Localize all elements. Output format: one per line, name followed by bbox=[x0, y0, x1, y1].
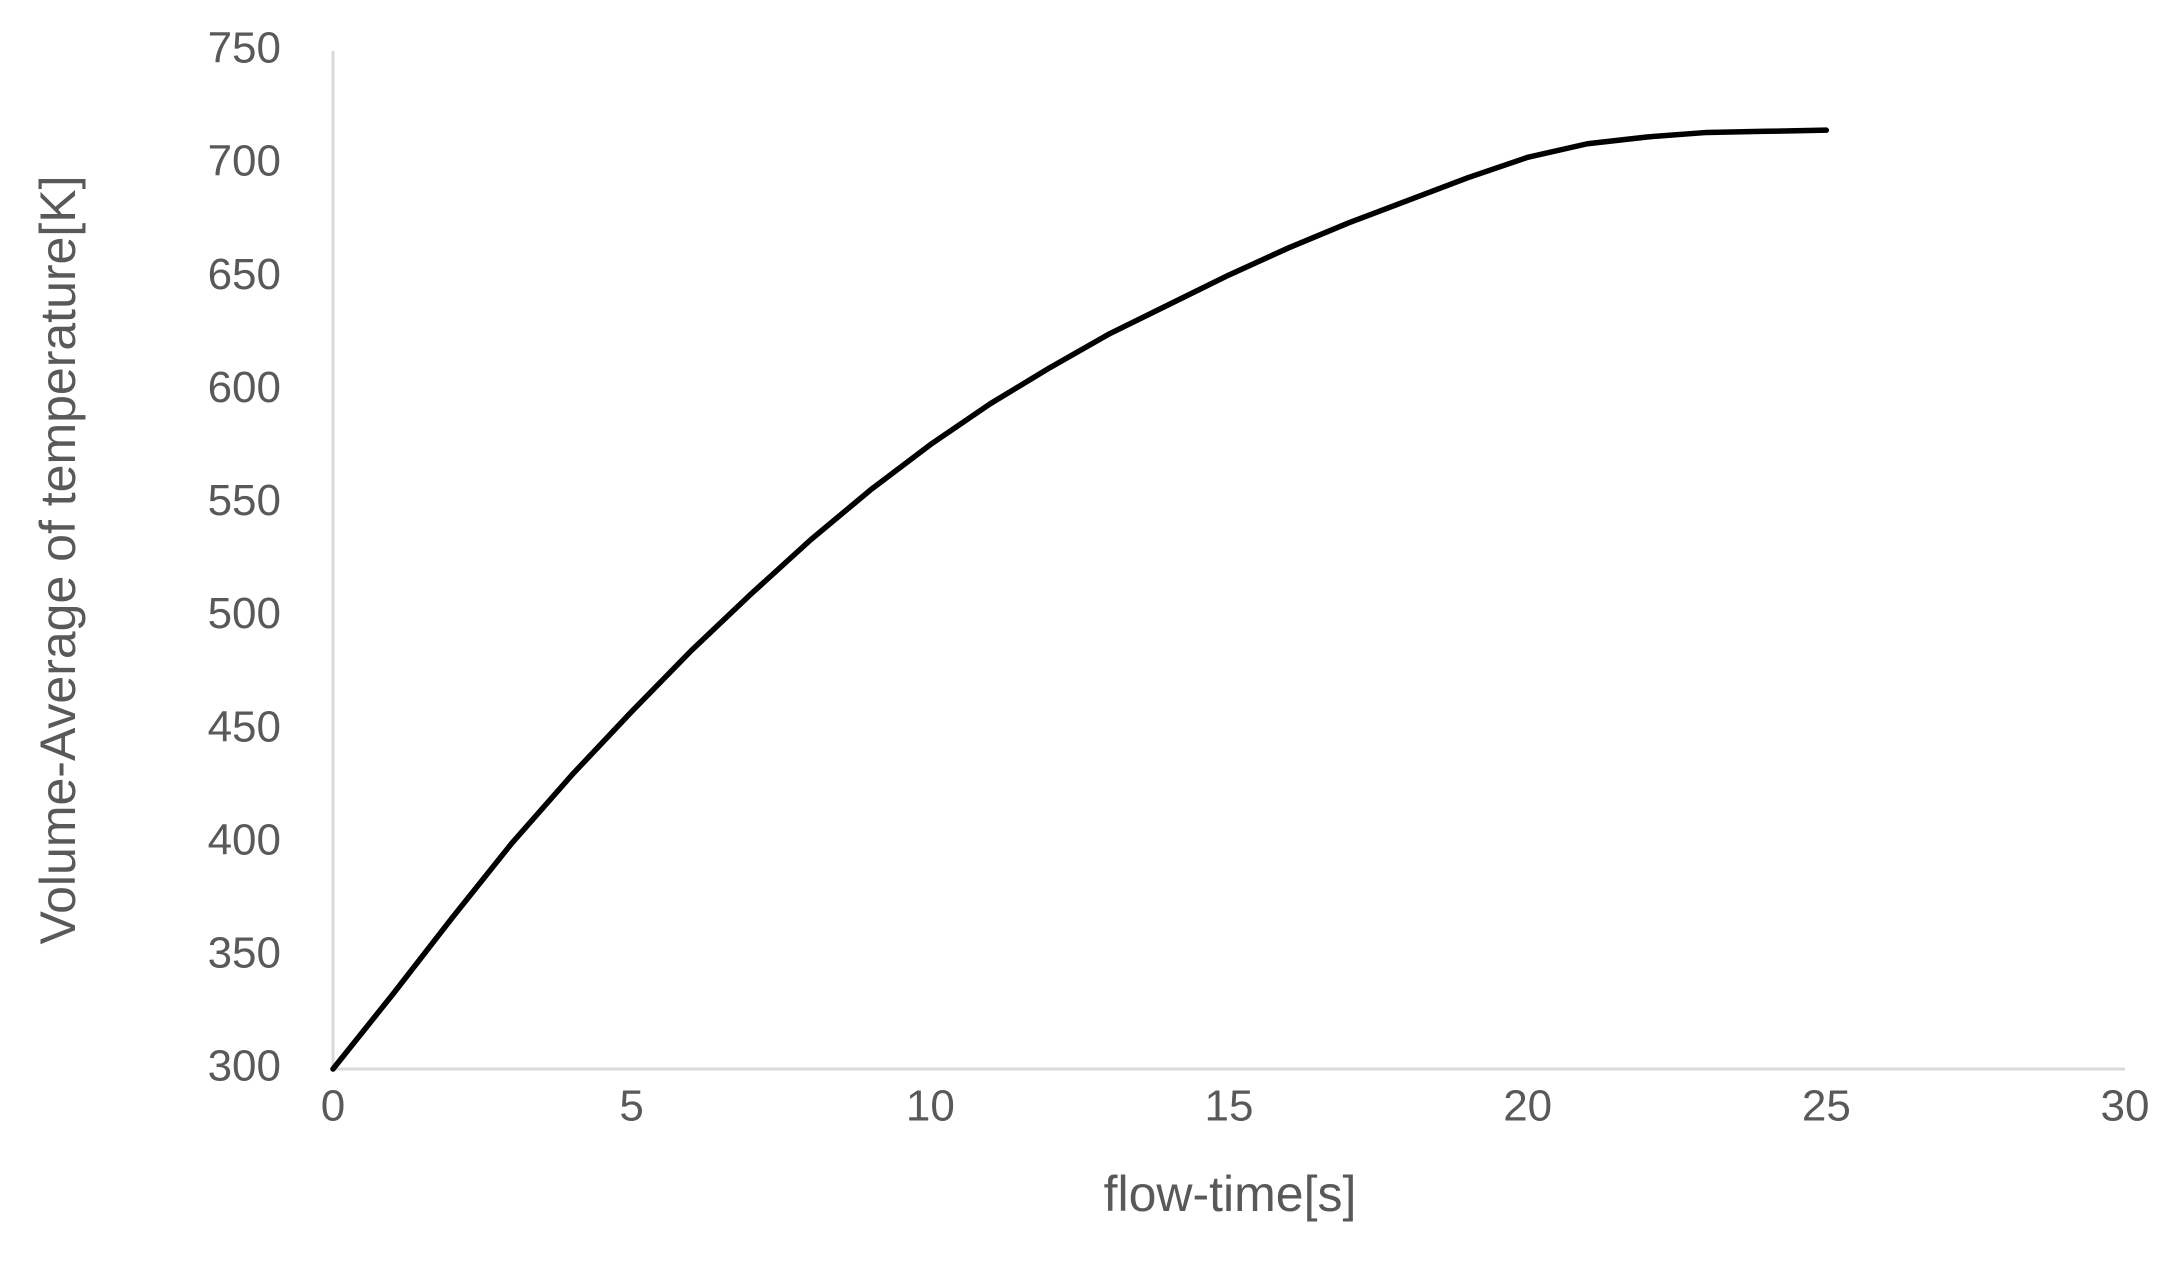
y-tick-label: 700 bbox=[208, 137, 281, 186]
y-tick-label: 350 bbox=[208, 929, 281, 978]
y-tick-label: 750 bbox=[208, 24, 281, 73]
x-tick-label: 10 bbox=[906, 1082, 955, 1131]
data-line bbox=[330, 127, 1830, 1072]
y-axis-title: Volume-Average of temperature[K] bbox=[30, 176, 86, 945]
x-tick-label: 5 bbox=[619, 1082, 643, 1131]
y-tick-label: 450 bbox=[208, 702, 281, 751]
x-tick-label: 15 bbox=[1205, 1082, 1254, 1131]
x-tick-label: 25 bbox=[1802, 1082, 1851, 1131]
y-tick-label: 300 bbox=[208, 1042, 281, 1091]
x-tick-label: 0 bbox=[321, 1082, 345, 1131]
y-tick-label: 550 bbox=[208, 476, 281, 525]
x-tick-label: 20 bbox=[1503, 1082, 1552, 1131]
x-axis-title: flow-time[s] bbox=[1104, 1166, 1357, 1222]
x-tick-label: 30 bbox=[2101, 1082, 2150, 1131]
y-tick-label: 650 bbox=[208, 250, 281, 299]
y-tick-label: 600 bbox=[208, 363, 281, 412]
y-tick-label: 400 bbox=[208, 815, 281, 864]
y-tick-label: 500 bbox=[208, 589, 281, 638]
